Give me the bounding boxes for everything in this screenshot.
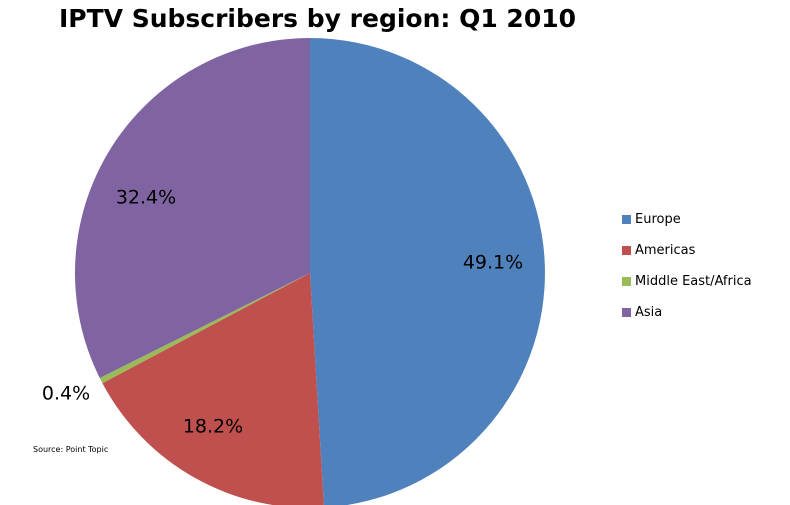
data-label-middle-east-africa: 0.4% (42, 383, 90, 405)
legend-swatch (622, 277, 631, 286)
legend-swatch (622, 246, 631, 255)
source-note: Source: Point Topic (33, 445, 109, 454)
legend-label: Europe (635, 212, 681, 227)
legend-label: Asia (635, 305, 663, 320)
data-label-asia: 32.4% (116, 187, 176, 209)
data-label-americas: 18.2% (183, 416, 243, 438)
legend-item-europe: Europe (622, 209, 752, 230)
legend-label: Americas (635, 243, 696, 258)
data-label-europe: 49.1% (463, 252, 523, 274)
slice-labels: 49.1% 18.2% 0.4% 32.4% (42, 187, 523, 438)
legend-item-americas: Americas (622, 240, 752, 261)
legend-label: Middle East/Africa (635, 274, 752, 289)
legend-item-middle-east-africa: Middle East/Africa (622, 271, 752, 292)
legend-item-asia: Asia (622, 302, 752, 323)
pie-slices (74, 38, 545, 505)
legend-swatch (622, 308, 631, 317)
pie-slice-middle-east-africa (99, 273, 310, 384)
chart-title: IPTV Subscribers by region: Q1 2010 (58, 4, 577, 33)
pie-slice-americas (102, 273, 324, 505)
legend-swatch (622, 215, 631, 224)
pie-slice-europe (310, 38, 545, 505)
chart-legend: Europe Americas Middle East/Africa Asia (622, 209, 752, 333)
pie-slice-asia (74, 38, 311, 378)
